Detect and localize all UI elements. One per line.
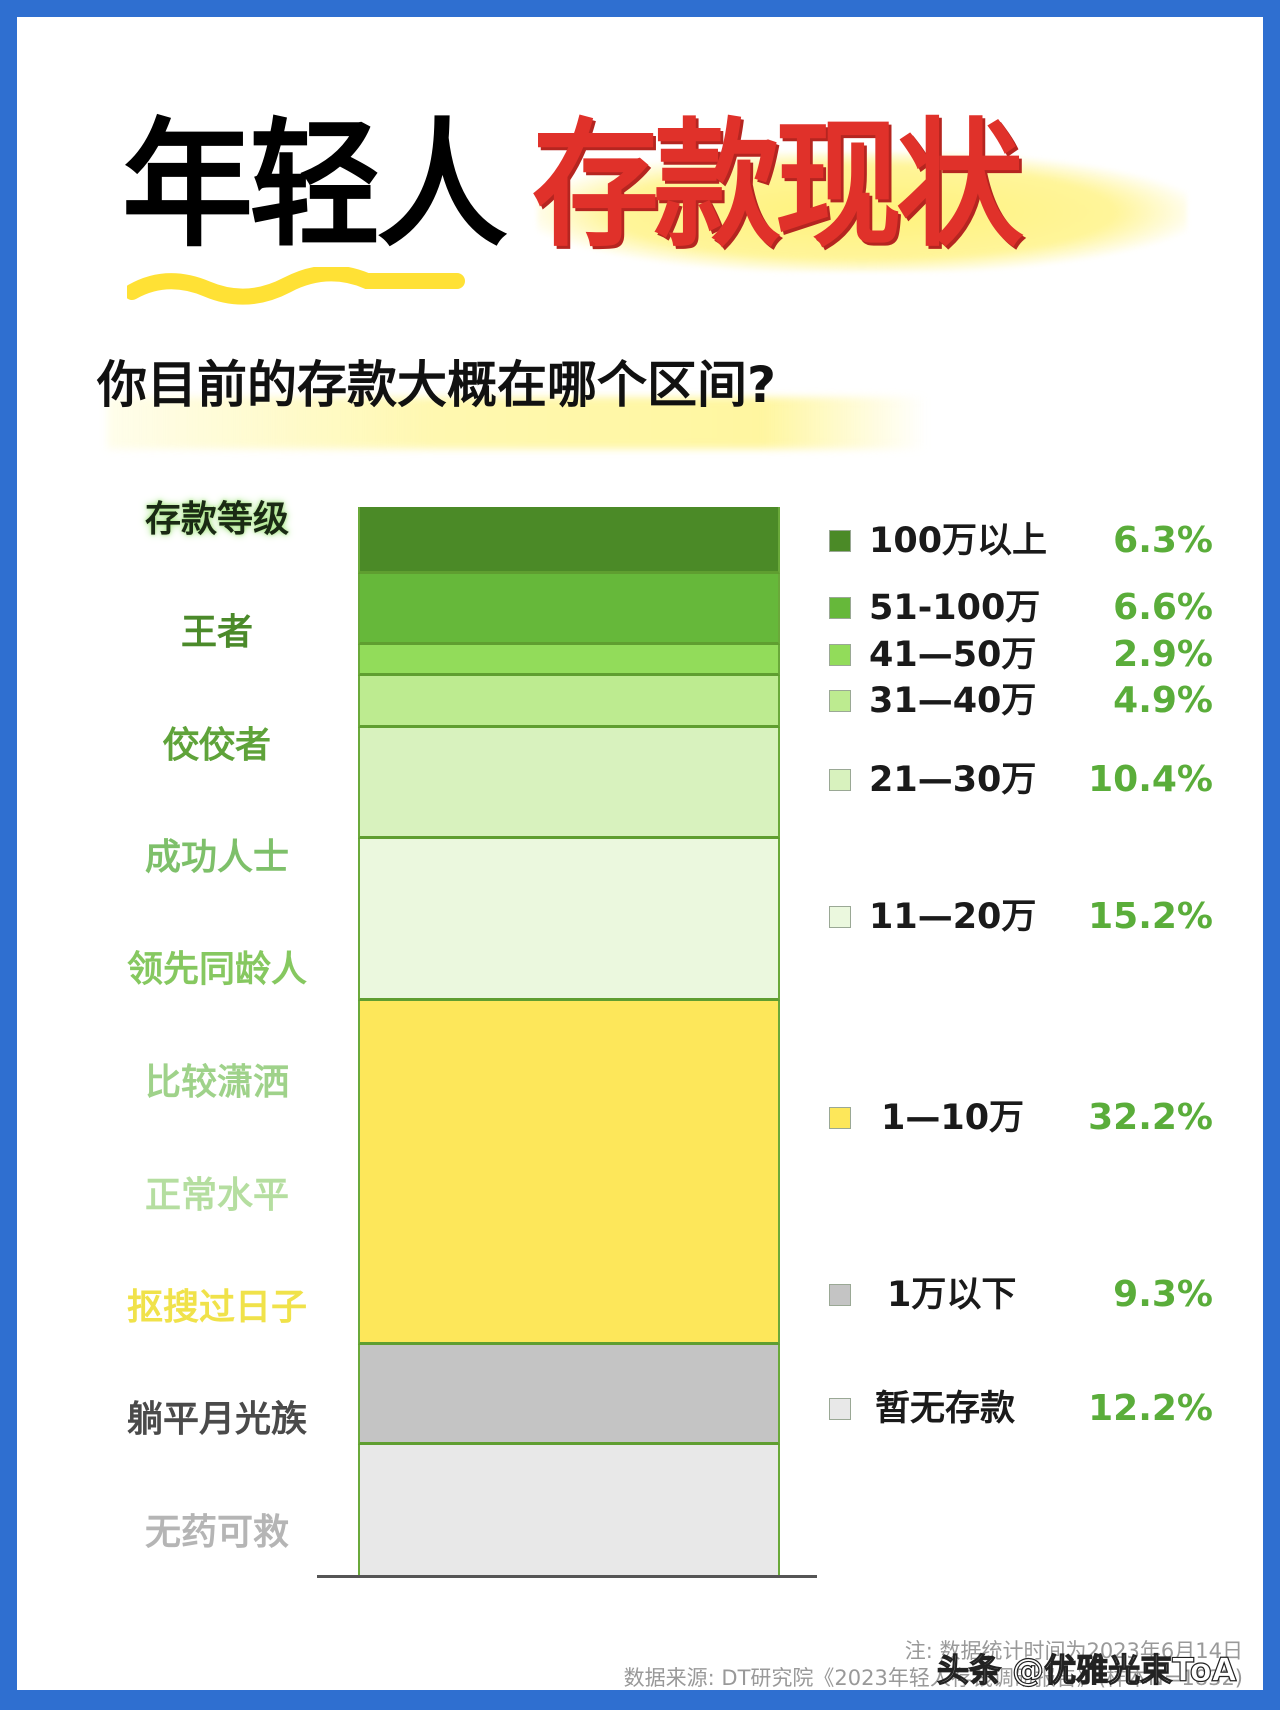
title-highlight-brush bbox=[537, 152, 1187, 272]
level-label: 躺平月光族 bbox=[126, 1399, 307, 1440]
legend-value: 10.4% bbox=[1088, 759, 1213, 800]
legend-swatch bbox=[829, 690, 851, 712]
legend-label: 11—20万 bbox=[869, 897, 1037, 937]
data-source: 数据来源: DT研究院《2023年轻人存钱调研报告》(样本N=1832) bbox=[623, 1666, 1243, 1690]
level-label: 比较潇洒 bbox=[144, 1062, 289, 1103]
legend-item: 100万以上 6.3% bbox=[829, 521, 1213, 561]
bar-segment bbox=[358, 644, 780, 676]
bar-segment bbox=[358, 507, 780, 575]
level-label: 正常水平 bbox=[144, 1175, 289, 1216]
legend-item: 1万以下 9.3% bbox=[829, 1275, 1213, 1315]
yellow-squiggle-decoration bbox=[127, 267, 465, 305]
legend-value: 6.6% bbox=[1113, 587, 1213, 628]
legend-swatch bbox=[829, 1284, 851, 1306]
legend-value: 12.2% bbox=[1088, 1388, 1213, 1429]
legend-label: 31—40万 bbox=[869, 681, 1037, 721]
legend-swatch bbox=[829, 530, 851, 552]
legend-value: 32.2% bbox=[1088, 1097, 1213, 1138]
watermark: 头条 @优雅光束ToA bbox=[936, 1650, 1237, 1689]
bar-segment bbox=[358, 574, 780, 645]
legend-item: 41—50万 2.9% bbox=[829, 635, 1213, 675]
bar-segment bbox=[358, 1001, 780, 1346]
legend-label: 1万以下 bbox=[887, 1275, 1017, 1315]
legend-item: 51-100万 6.6% bbox=[829, 588, 1213, 628]
legend-swatch bbox=[829, 1398, 851, 1420]
title-area: 年轻人 存款现状 bbox=[17, 17, 1263, 337]
legend-value: 2.9% bbox=[1113, 634, 1213, 675]
stacked-bar bbox=[358, 507, 780, 1575]
legend-item: 暂无存款 12.2% bbox=[829, 1389, 1213, 1429]
bar-segment bbox=[358, 839, 780, 1002]
legend-value: 15.2% bbox=[1088, 896, 1213, 937]
legend-swatch bbox=[829, 644, 851, 666]
legend-label: 暂无存款 bbox=[875, 1389, 1016, 1429]
level-label: 无药可救 bbox=[144, 1512, 289, 1553]
legend-label: 100万以上 bbox=[869, 521, 1048, 561]
level-label: 成功人士 bbox=[144, 837, 289, 878]
level-label: 王者 bbox=[180, 612, 253, 653]
bar-segment bbox=[358, 675, 780, 729]
legend-item: 31—40万 4.9% bbox=[829, 681, 1213, 721]
legend-value: 6.3% bbox=[1113, 520, 1213, 561]
title-black-text: 年轻人 bbox=[122, 105, 508, 266]
level-label: 抠搜过日子 bbox=[126, 1287, 307, 1328]
legend-item: 11—20万 15.2% bbox=[829, 897, 1213, 937]
level-label: 佼佼者 bbox=[162, 725, 271, 766]
legend-value: 4.9% bbox=[1113, 680, 1213, 721]
legend-swatch bbox=[829, 769, 851, 791]
legend-label: 41—50万 bbox=[869, 635, 1037, 675]
legend-label: 21—30万 bbox=[869, 760, 1037, 800]
legend-swatch bbox=[829, 1107, 851, 1129]
legend-swatch bbox=[829, 906, 851, 928]
bar-segment bbox=[358, 1444, 780, 1575]
level-label: 领先同龄人 bbox=[126, 949, 307, 990]
data-note: 注: 数据统计时间为2023年6月14日 bbox=[904, 1639, 1243, 1663]
legend-label: 1—10万 bbox=[881, 1098, 1025, 1138]
chart-baseline bbox=[317, 1575, 817, 1578]
legend-item: 21—30万 10.4% bbox=[829, 760, 1213, 800]
infographic-canvas: 年轻人 存款现状 你目前的存款大概在哪个区间? 存款等级 王者 佼佼者 成功人士… bbox=[17, 17, 1263, 1690]
title-red-text: 存款现状 bbox=[532, 105, 1023, 266]
bar-segment bbox=[358, 728, 780, 840]
legend-swatch bbox=[829, 597, 851, 619]
levels-header: 存款等级 bbox=[144, 499, 289, 540]
question-highlight bbox=[107, 397, 927, 449]
chart-question: 你目前的存款大概在哪个区间? bbox=[97, 356, 777, 414]
legend-label: 51-100万 bbox=[869, 588, 1041, 628]
legend-value: 9.3% bbox=[1113, 1274, 1213, 1315]
legend-item: 1—10万 32.2% bbox=[829, 1098, 1213, 1138]
bar-segment bbox=[358, 1345, 780, 1445]
